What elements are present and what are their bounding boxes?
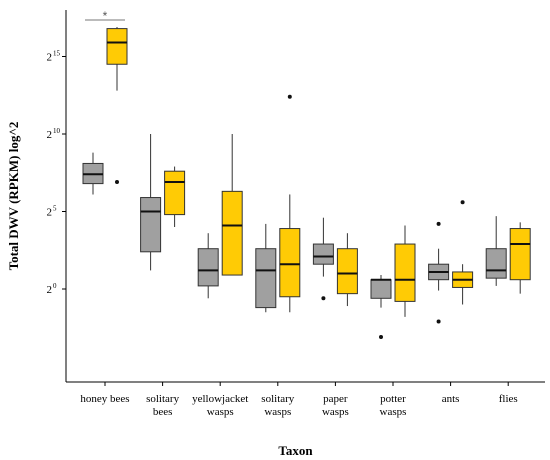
x-tick-label: wasps [207,406,234,418]
box [255,248,277,309]
y-tick-label: 2 [47,129,53,141]
box-group [164,166,186,227]
box [336,248,358,295]
box [312,243,334,265]
box-group [197,233,219,299]
x-tick-label: honey bees [80,393,129,405]
box-group [106,27,128,185]
outlier-point [436,221,441,226]
box-group [140,134,162,271]
outlier-point [460,200,465,205]
box-group [394,225,416,317]
y-tick-exponent: 10 [53,127,61,135]
outlier-point [321,296,326,301]
y-axis-title: Total DWV (RPKM) log^2 [6,122,21,271]
x-tick-label: paper [323,393,348,405]
y-tick-exponent: 0 [53,282,57,290]
x-tick-label: wasps [380,406,407,418]
box-group [82,152,104,195]
box-group [221,134,243,276]
x-axis-title: Taxon [278,443,313,458]
x-tick-label: yellowjacket [192,393,248,405]
box-group [370,275,392,340]
box [164,170,186,216]
box [509,228,531,281]
box [106,28,128,65]
y-tick-exponent: 15 [53,50,61,58]
y-tick-exponent: 5 [53,205,57,213]
y-tick-label: 2 [47,207,53,219]
box [370,279,392,299]
box [140,197,162,253]
box-group [312,217,334,301]
outlier-point [379,335,383,340]
box [221,190,243,276]
x-tick-label: ants [442,393,460,405]
significance-label: * [103,9,108,23]
box [394,243,416,302]
box-group [336,233,358,307]
box [279,228,301,298]
x-tick-label: flies [499,393,518,405]
x-tick-label: wasps [322,406,349,418]
chart-marks: * [82,9,531,340]
box-group [452,200,474,305]
box-group [509,222,531,294]
x-tick-label: solitary [261,393,294,405]
x-tick-label: bees [153,406,173,418]
box-group [279,94,301,313]
outlier-point [436,319,441,324]
outlier-point [287,94,292,99]
box [485,248,507,279]
box-group [255,223,277,313]
y-tick-label: 2 [47,284,53,296]
box-group [485,216,507,286]
x-tick-label: solitary [146,393,179,405]
x-tick-label: wasps [264,406,291,418]
box [197,248,219,287]
outlier-point [115,180,119,185]
y-tick-label: 2 [47,52,53,64]
box-group [428,221,450,324]
x-tick-label: potter [380,393,406,405]
